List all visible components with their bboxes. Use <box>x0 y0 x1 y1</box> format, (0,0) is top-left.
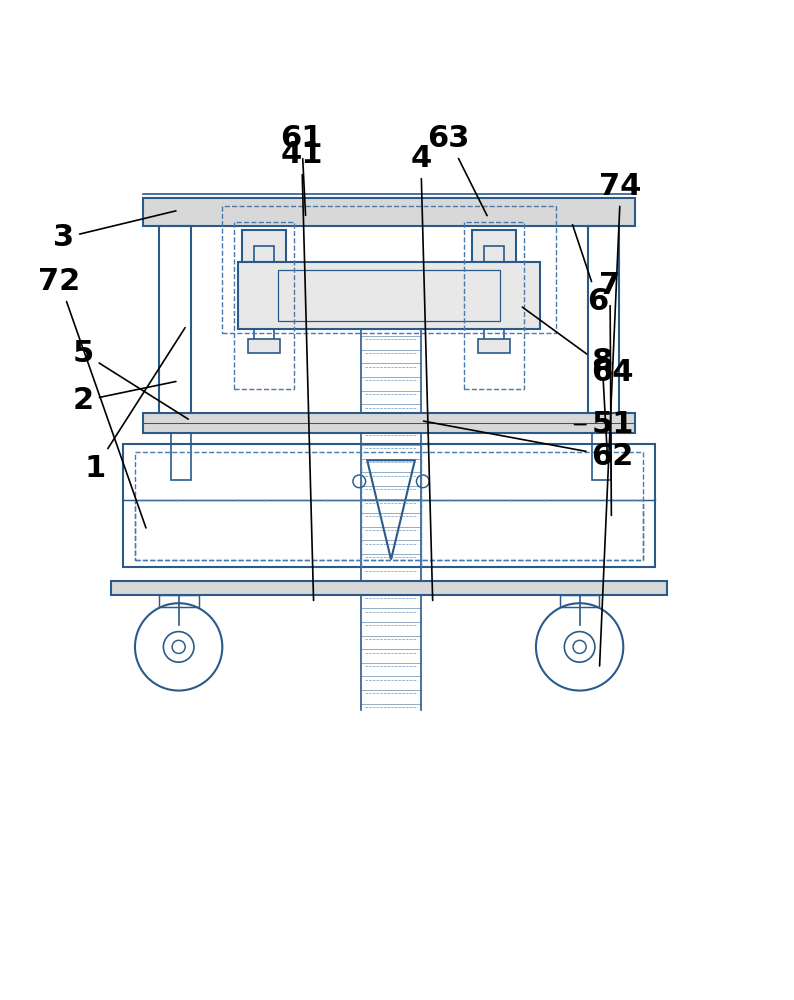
Bar <box>135 500 643 560</box>
Bar <box>135 452 643 560</box>
Bar <box>248 339 279 353</box>
Text: 2: 2 <box>73 381 176 415</box>
Text: 64: 64 <box>522 307 634 387</box>
Bar <box>171 433 191 480</box>
Text: 8: 8 <box>592 347 613 454</box>
Bar <box>123 444 655 567</box>
Text: 63: 63 <box>427 124 487 216</box>
Text: 72: 72 <box>38 267 146 528</box>
Bar <box>111 581 667 595</box>
Text: 61: 61 <box>280 124 323 215</box>
Bar <box>254 246 274 341</box>
Text: 7: 7 <box>599 271 621 515</box>
Bar <box>159 226 191 425</box>
Bar <box>592 433 611 480</box>
Bar <box>143 413 635 433</box>
Text: 74: 74 <box>599 172 642 666</box>
Bar <box>484 246 504 341</box>
Text: 41: 41 <box>280 140 323 600</box>
Bar <box>234 222 294 389</box>
Bar <box>143 198 635 226</box>
Text: 4: 4 <box>410 144 433 600</box>
Text: 5: 5 <box>73 339 188 419</box>
Text: 3: 3 <box>53 211 176 252</box>
Bar <box>278 270 500 321</box>
Bar <box>560 595 599 607</box>
Text: 51: 51 <box>575 410 634 439</box>
Bar <box>242 230 286 262</box>
Bar <box>478 339 510 353</box>
Bar <box>588 226 619 425</box>
Bar <box>472 230 516 262</box>
Text: 62: 62 <box>423 421 634 471</box>
Bar <box>222 206 556 333</box>
Bar <box>464 222 524 389</box>
Text: 6: 6 <box>572 225 609 316</box>
Bar <box>238 262 540 329</box>
Bar <box>159 595 198 607</box>
Text: 1: 1 <box>85 328 185 483</box>
